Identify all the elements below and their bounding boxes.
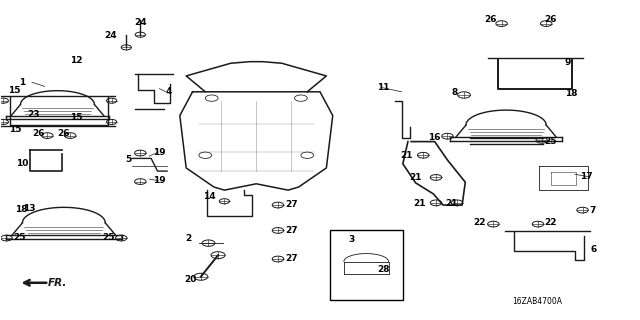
Text: 24: 24 [105,31,117,40]
Text: 14: 14 [203,192,216,201]
Text: 26: 26 [32,130,45,139]
Text: 3: 3 [349,236,355,244]
Text: 9: 9 [564,58,570,67]
Text: 20: 20 [184,276,196,284]
Text: 2: 2 [186,234,192,243]
Text: 26: 26 [545,15,557,24]
Text: 26: 26 [484,15,497,24]
Bar [330,230,403,300]
Text: 21: 21 [401,151,413,160]
Text: 15: 15 [70,113,83,122]
Text: 27: 27 [285,254,298,263]
Text: 6: 6 [591,245,597,254]
Text: 13: 13 [23,204,36,213]
Text: 11: 11 [378,83,390,92]
Text: 22: 22 [473,218,486,227]
Text: 25: 25 [545,137,557,146]
Text: 28: 28 [378,265,390,274]
Text: 8: 8 [452,88,458,97]
Text: 22: 22 [545,218,557,227]
Text: 1: 1 [19,78,25,87]
Text: 19: 19 [153,148,166,156]
Text: 12: 12 [70,56,82,65]
Text: 4: 4 [165,87,172,96]
Text: 16: 16 [428,133,441,142]
Text: FR.: FR. [48,278,67,288]
Text: 15: 15 [9,125,22,134]
Text: 21: 21 [445,199,458,208]
Text: 21: 21 [410,173,422,182]
Text: 27: 27 [285,200,298,209]
Text: 7: 7 [589,206,596,215]
Text: 16ZAB4700A: 16ZAB4700A [512,297,562,306]
Text: 15: 15 [8,86,20,95]
Text: 27: 27 [285,226,298,235]
Text: 26: 26 [58,130,70,139]
Text: 24: 24 [134,18,147,27]
Text: 21: 21 [413,199,426,208]
Text: 18: 18 [566,89,578,98]
Text: 5: 5 [125,155,132,164]
Text: 17: 17 [580,172,593,181]
Text: 18: 18 [15,205,28,214]
Text: 25: 25 [13,233,26,242]
Text: 25: 25 [102,233,115,242]
Text: 10: 10 [16,159,29,168]
Text: 19: 19 [153,176,166,185]
Text: 23: 23 [27,109,40,118]
